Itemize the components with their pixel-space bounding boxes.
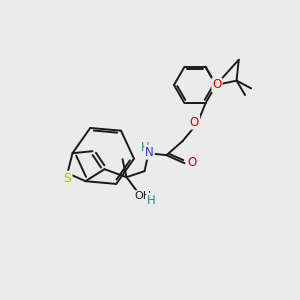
- Text: S: S: [64, 172, 71, 185]
- Text: OH: OH: [134, 191, 151, 201]
- Text: H: H: [141, 141, 150, 154]
- Text: H: H: [147, 194, 156, 207]
- Text: O: O: [190, 116, 199, 129]
- Text: O: O: [188, 156, 197, 169]
- Text: N: N: [145, 146, 154, 159]
- Text: O: O: [212, 79, 222, 92]
